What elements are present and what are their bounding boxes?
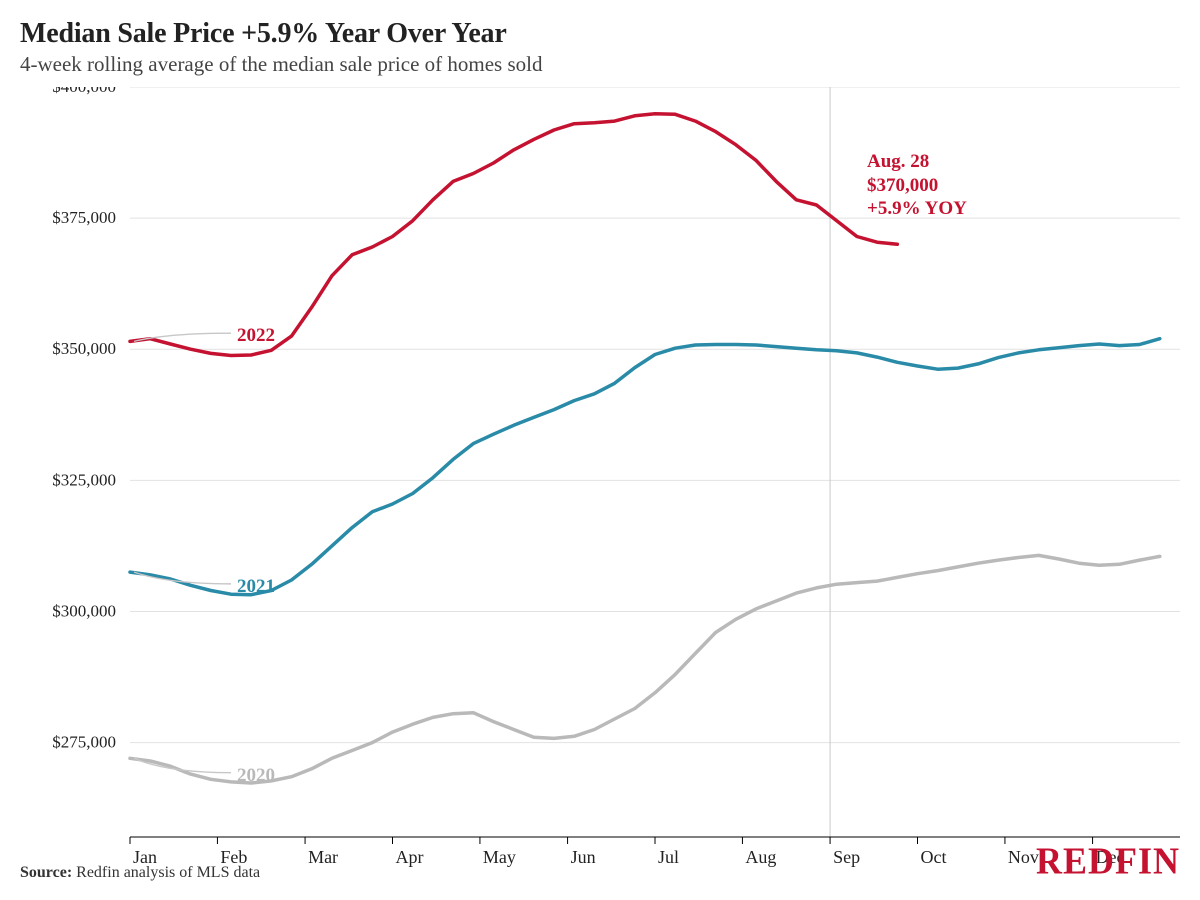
svg-text:$400,000: $400,000	[52, 87, 116, 96]
series-label-2020: 2020	[237, 765, 275, 787]
chart-source: Source: Redfin analysis of MLS data	[20, 864, 260, 882]
svg-text:$325,000: $325,000	[52, 470, 116, 489]
source-label: Source:	[20, 864, 72, 881]
chart-subtitle: 4-week rolling average of the median sal…	[20, 52, 1180, 77]
chart-title: Median Sale Price +5.9% Year Over Year	[20, 18, 1180, 50]
svg-text:$300,000: $300,000	[52, 601, 116, 620]
series-label-2022: 2022	[237, 325, 275, 347]
svg-text:$350,000: $350,000	[52, 339, 116, 358]
brand-logo: REDFIN	[1036, 839, 1180, 883]
svg-text:$375,000: $375,000	[52, 208, 116, 227]
svg-text:$275,000: $275,000	[52, 733, 116, 752]
line-chart-svg: $275,000 $300,000 $325,000 $350,000 $375,000…	[20, 87, 1180, 877]
chart-footer: Source: Redfin analysis of MLS data REDF…	[20, 840, 1180, 882]
source-text: Redfin analysis of MLS data	[76, 864, 260, 881]
chart-container: Median Sale Price +5.9% Year Over Year 4…	[0, 0, 1200, 900]
series-label-2021: 2021	[237, 576, 275, 598]
data-callout: Aug. 28 $370,000 +5.9% YOY	[867, 150, 967, 221]
chart-plot-area: $275,000 $300,000 $325,000 $350,000 $375,000…	[20, 87, 1180, 882]
